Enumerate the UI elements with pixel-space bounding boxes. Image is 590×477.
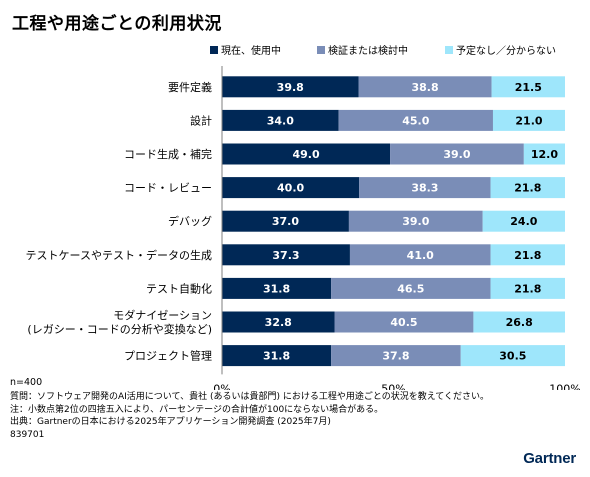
legend-label-in-use: 現在、使用中 [221,46,281,57]
legend: 現在、使用中 検証または検討中 予定なし／分からない [0,42,590,58]
x-tick-label: 50% [381,382,405,390]
bar-segment [338,109,493,131]
bar-segment [491,76,565,98]
x-tick-label: 0% [213,382,230,390]
legend-item-evaluating: 検証または検討中 [317,42,408,57]
data-label: 40.0 [277,182,304,195]
data-label: 12.0 [531,148,558,161]
category-label: テストケースやテスト・データの生成 [26,248,212,262]
category-label: プロジェクト管理 [124,349,212,363]
data-label: 49.0 [292,148,319,161]
legend-swatch-no-plan [445,46,453,54]
data-label: 39.8 [277,81,304,94]
x-tick-label: 100% [549,382,580,390]
footnote-question: 質問：ソフトウェア開発のAI活用について、貴社 (あるいは貴部門) における工程… [10,392,490,402]
bar-segment [492,109,565,131]
data-label: 37.0 [272,215,299,228]
data-label: 24.0 [510,215,537,228]
data-label: 30.5 [499,350,526,363]
data-label: 21.8 [514,249,541,262]
bar-segment [390,143,524,165]
data-label: 21.5 [515,81,542,94]
category-label: コード・レビュー [124,182,212,195]
bar-segment [334,311,474,333]
bar-segment [222,76,359,98]
gartner-logo: Gartner [523,450,576,467]
bar-segment [490,177,565,199]
data-label: 40.5 [390,316,417,329]
data-label: 46.5 [397,282,424,295]
category-label: 設計 [190,113,212,127]
footnote-id: 839701 [10,429,45,440]
bar-segment [358,76,492,98]
data-label: 41.0 [407,249,434,262]
data-label: 45.0 [402,114,429,127]
category-label: テスト自動化 [146,281,212,295]
stacked-bar-chart: 要件定義 39.8 38.8 21.5 設計 34.0 45.0 21.0 コード生成・補完 49… [26,66,581,390]
bar-segment [523,143,565,165]
bar-segment [482,210,565,232]
footnote-source: 出典：Gartnerの日本における2025年アプリケーション開発調査 (2025… [10,417,331,427]
data-label: 38.8 [411,81,438,94]
chart-title: 工程や用途ごとの利用状況 [12,14,222,34]
data-label: 26.8 [506,316,533,329]
legend-swatch-evaluating [317,46,325,54]
data-label: 34.0 [267,114,294,127]
bar-segment [222,345,332,367]
bar-segment [490,277,565,299]
data-label: 21.0 [515,114,542,127]
bar-segment [348,210,483,232]
data-label: 31.8 [263,282,290,295]
legend-item-in-use: 現在、使用中 [210,42,281,57]
bar-segment [222,109,339,131]
category-label: 要件定義 [168,80,212,94]
bar-segment [222,244,350,266]
bar-segment [222,177,360,199]
legend-label-no-plan: 予定なし／分からない [456,46,556,57]
bar-segment [331,345,461,367]
bar-segment [490,244,565,266]
bar-segment [222,311,335,333]
data-label: 39.0 [443,148,470,161]
bar-segment [359,177,491,199]
data-label: 32.8 [265,316,292,329]
data-label: 39.0 [402,215,429,228]
bar-segment [473,311,565,333]
category-label: モダナイゼーション(レガシー・コードの分析や変換など) [27,308,212,336]
bar-segment [222,210,349,232]
data-label: 21.8 [514,182,541,195]
legend-swatch-in-use [210,46,218,54]
data-label: 37.3 [272,249,299,262]
category-label: デバッグ [168,214,212,228]
bar-segment [222,277,332,299]
sample-size: n=400 [10,377,43,388]
bar-segment [222,143,391,165]
data-label: 21.8 [514,282,541,295]
data-label: 37.8 [382,350,409,363]
bar-segment [349,244,491,266]
data-label: 38.3 [411,182,438,195]
data-label: 31.8 [263,350,290,363]
bar-segment [331,277,491,299]
legend-item-no-plan: 予定なし／分からない [445,42,556,57]
category-label: コード生成・補完 [124,147,212,161]
bar-segment [460,345,565,367]
footnote-rounding: 注：小数点第2位の四捨五入により、パーセンテージの合計値が100にならない場合が… [10,404,384,415]
footnotes: 質問：ソフトウェア開発のAI活用について、貴社 (あるいは貴部門) における工程… [10,391,489,441]
legend-label-evaluating: 検証または検討中 [328,46,408,57]
